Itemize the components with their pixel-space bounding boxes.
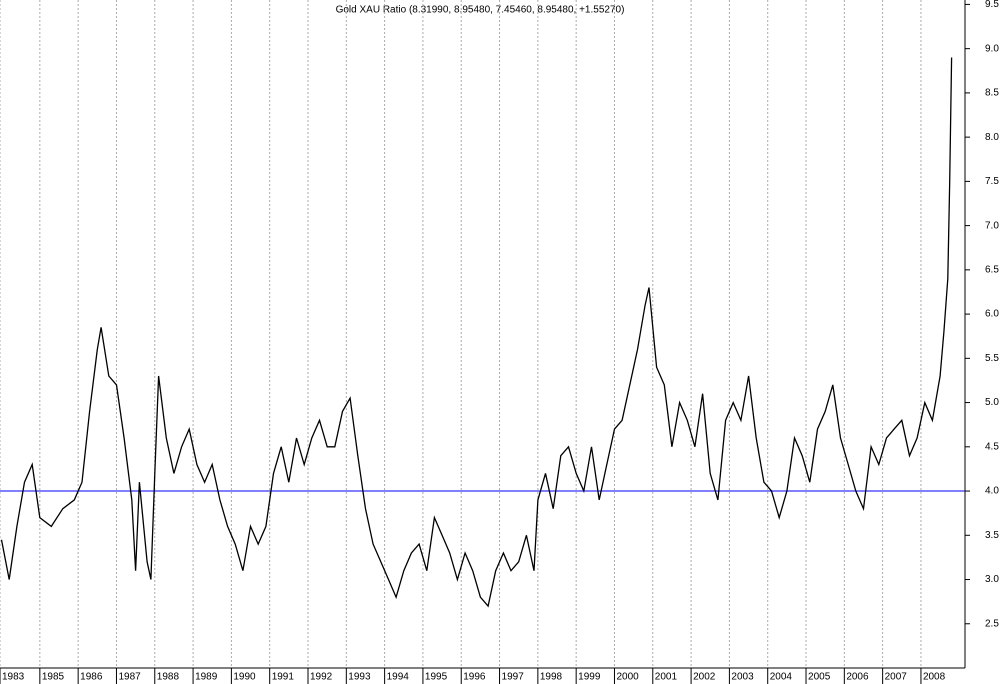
x-tick-label: 1995 [425,672,448,683]
x-tick-label: 1992 [310,672,333,683]
y-tick-label: 4.5 [985,441,999,452]
y-tick-label: 5.5 [985,353,999,364]
y-tick-label: 2.5 [985,618,999,629]
x-tick-label: 2008 [923,672,946,683]
y-tick-label: 6.0 [985,309,999,320]
y-tick-label: 3.0 [985,574,999,585]
x-tick-label: 2000 [616,672,639,683]
y-tick-label: 9.0 [985,43,999,54]
y-tick-label: 7.0 [985,220,999,231]
y-tick-label: 8.5 [985,88,999,99]
x-tick-label: 2001 [655,672,678,683]
y-tick-label: 8.0 [985,132,999,143]
y-tick-label: 5.0 [985,397,999,408]
y-tick-label: 6.5 [985,264,999,275]
x-tick-label: 2007 [885,672,908,683]
x-tick-label: 1997 [502,672,525,683]
x-tick-label: 1996 [463,672,486,683]
x-tick-label: 1999 [578,672,601,683]
y-tick-label: 7.5 [985,176,999,187]
x-tick-label: 1989 [195,672,218,683]
x-tick-label: 1986 [80,672,103,683]
x-tick-label: 1983 [2,672,25,683]
x-tick-label: 2002 [693,672,716,683]
x-tick-label: 1994 [387,672,410,683]
x-tick-label: 2005 [808,672,831,683]
x-tick-label: 1987 [118,672,141,683]
x-tick-label: 1985 [42,672,65,683]
x-tick-label: 1998 [540,672,563,683]
chart-title: Gold XAU Ratio (8.31990, 8.95480, 7.4546… [336,5,625,16]
x-tick-label: 1991 [272,672,295,683]
x-tick-label: 2003 [731,672,754,683]
x-tick-label: 2004 [770,672,793,683]
x-tick-label: 1993 [348,672,371,683]
x-tick-label: 2006 [846,672,869,683]
y-tick-label: 3.5 [985,530,999,541]
y-tick-label: 9.5 [985,0,999,10]
data-line [0,57,953,608]
y-tick-label: 4.0 [985,486,999,497]
x-tick-label: 1988 [157,672,180,683]
x-tick-label: 1990 [233,672,256,683]
